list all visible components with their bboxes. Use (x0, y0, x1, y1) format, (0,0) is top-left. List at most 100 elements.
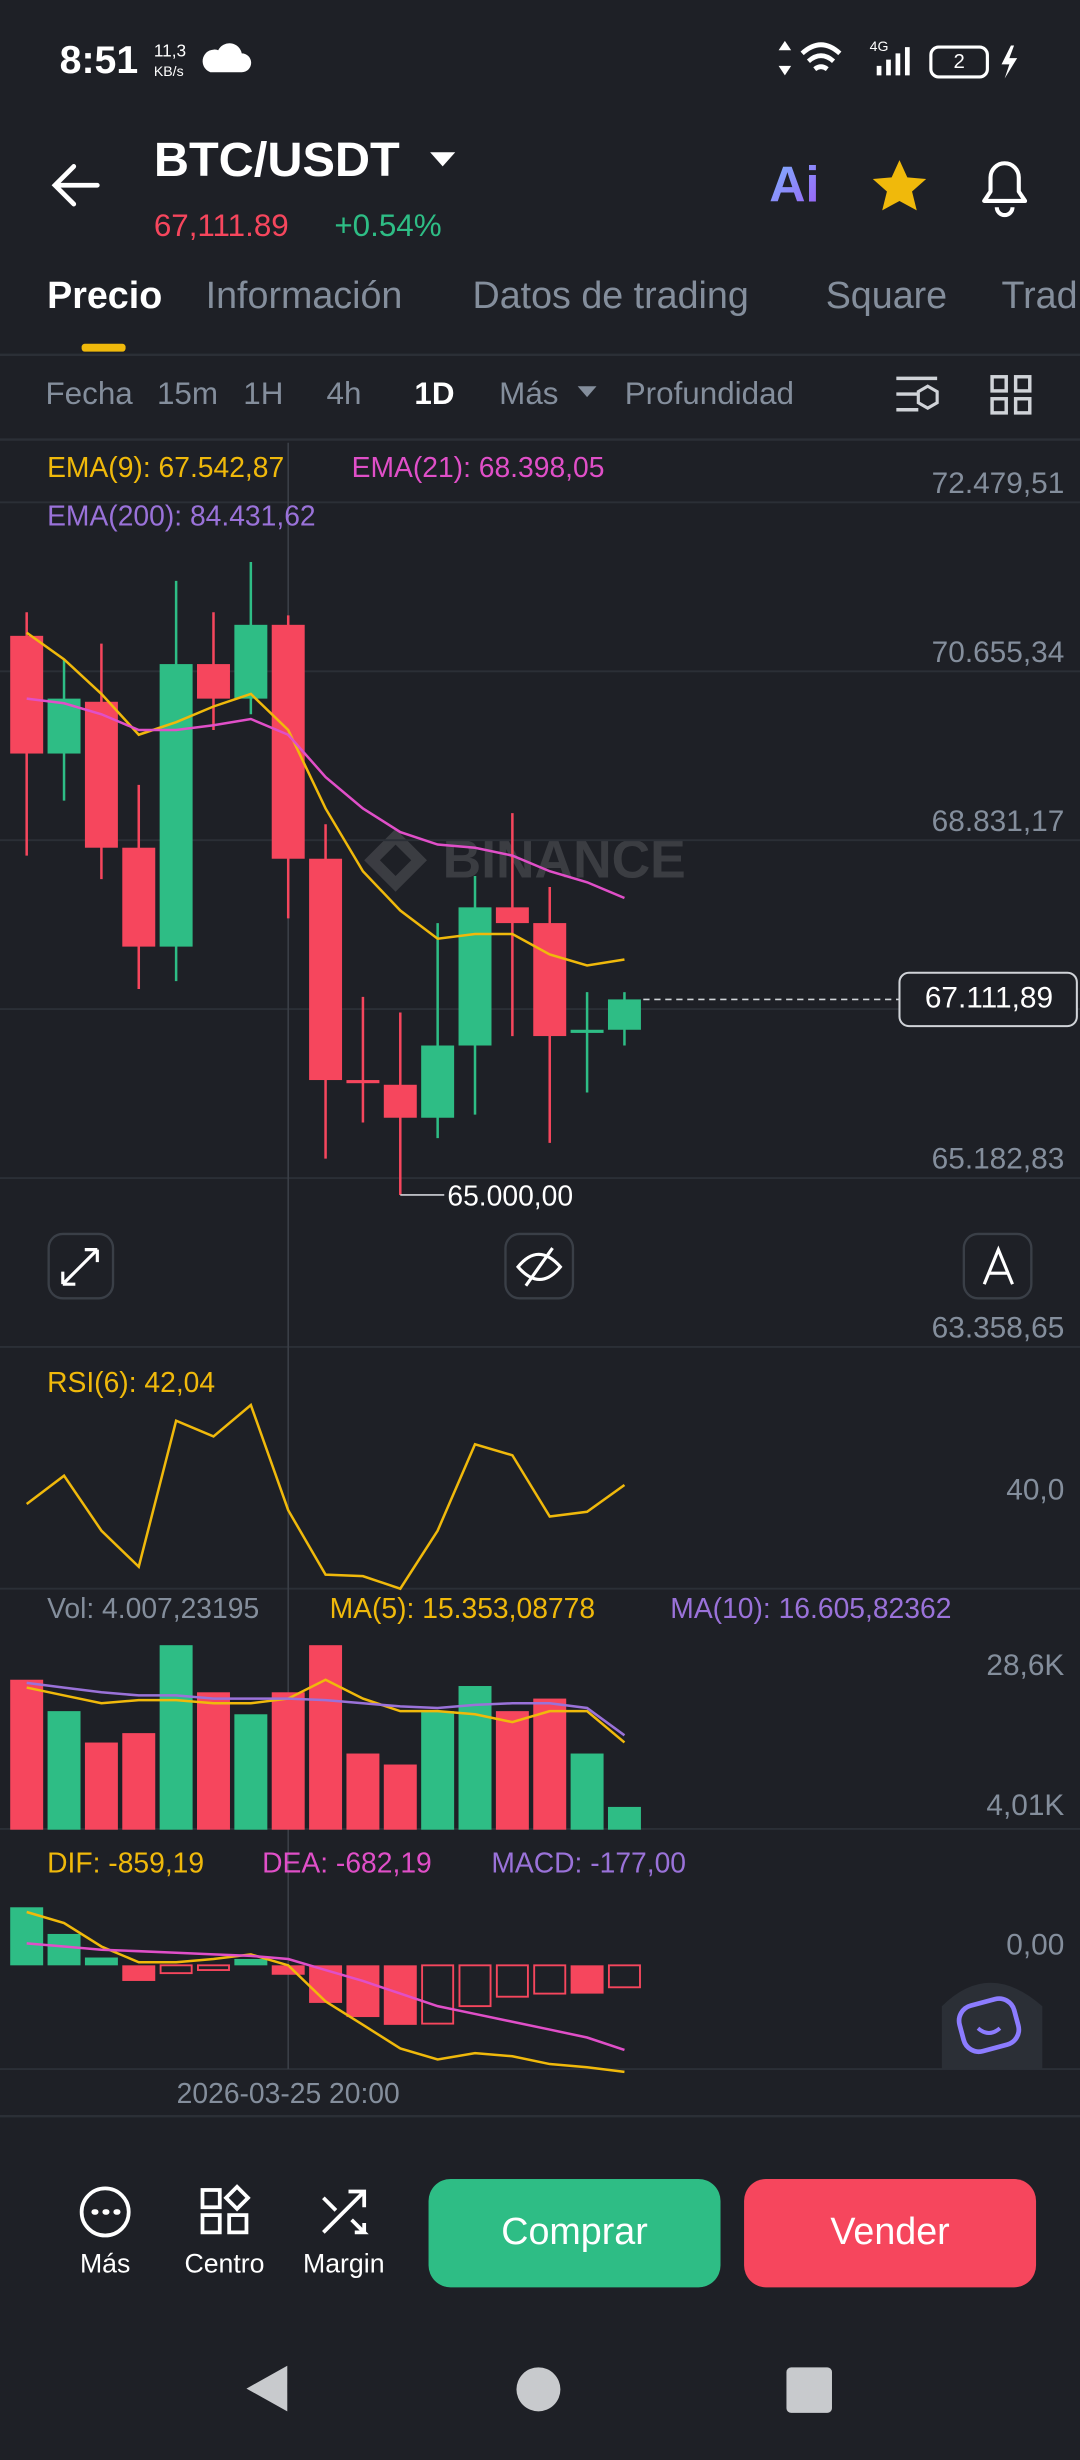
margin-label[interactable]: Margin (303, 2248, 385, 2278)
volume-bar (234, 1714, 268, 1830)
interval[interactable]: 4h (327, 376, 362, 411)
network-type: 4G (870, 38, 889, 54)
pair-dropdown[interactable] (430, 152, 456, 167)
center-label[interactable]: Centro (184, 2248, 264, 2278)
watermark-logo (364, 828, 427, 892)
macd-bar (495, 1964, 529, 1998)
alert-button[interactable] (982, 161, 1028, 218)
center-icon[interactable] (200, 2213, 222, 2235)
candle-body (495, 907, 529, 924)
sell-label[interactable]: Vender (830, 2210, 949, 2252)
button-frame[interactable] (47, 1232, 115, 1300)
nav-back[interactable] (246, 2365, 288, 2412)
buy-button-bg[interactable] (428, 2178, 721, 2288)
layout-icon[interactable] (990, 397, 1008, 415)
hide-button[interactable] (504, 1232, 575, 1300)
margin-action[interactable]: Margin (303, 2189, 385, 2279)
favorite-button[interactable] (872, 160, 927, 211)
fullscreen-icon[interactable] (61, 1248, 99, 1286)
auto-icon[interactable] (982, 1245, 1014, 1285)
tab[interactable]: Trad (1002, 274, 1078, 316)
tab[interactable]: Información (206, 274, 403, 316)
macd-bar (10, 1907, 44, 1966)
center-icon[interactable] (200, 2188, 222, 2210)
center-icon[interactable] (223, 2184, 251, 2212)
volume-bar (495, 1711, 529, 1830)
clock: 8:51 (60, 38, 139, 82)
sell-button[interactable]: Vender (744, 2178, 1037, 2288)
tab[interactable]: Datos de trading (473, 274, 749, 316)
center-action[interactable]: Centro (184, 2184, 265, 2279)
interval[interactable]: Más (499, 376, 558, 411)
ai-button[interactable]: Ai (769, 157, 819, 213)
net-speed: 11,3 (154, 40, 186, 60)
tab[interactable]: Square (826, 274, 947, 316)
current-price-label: 67.111,89 (925, 981, 1053, 1014)
fullscreen-button[interactable] (47, 1232, 115, 1300)
hide-icon[interactable] (515, 1247, 563, 1287)
buy-button[interactable]: Comprar (428, 2178, 721, 2288)
y-tick-label: 40,0 (1006, 1473, 1064, 1506)
interval[interactable]: Profundidad (625, 376, 794, 411)
volume-bar (10, 1679, 44, 1830)
volume-bar (271, 1692, 305, 1830)
nav-recents[interactable] (786, 2367, 832, 2413)
indicator-label: RSI(6): 42,04 (47, 1366, 215, 1398)
net-speed-unit: KB/s (154, 63, 184, 79)
center-icon[interactable] (227, 2213, 249, 2235)
interval[interactable]: 15m (157, 376, 218, 411)
button-frame[interactable] (962, 1232, 1033, 1300)
macd-bar (197, 1964, 230, 1971)
pair-title[interactable]: BTC/USDT (154, 133, 400, 187)
tab-indicator (81, 343, 126, 352)
cloud-icon (202, 43, 252, 73)
indicator-label: Vol: 4.007,23195 (47, 1592, 259, 1624)
candle-body (421, 1045, 455, 1118)
candle-body (570, 1029, 604, 1033)
interval[interactable]: Fecha (46, 376, 134, 411)
macd-bar (607, 1964, 641, 1989)
macd-bar (234, 1959, 268, 1966)
layout-icon[interactable] (990, 375, 1008, 393)
layout-icon[interactable] (1013, 397, 1032, 415)
y-tick-label: 28,6K (986, 1649, 1064, 1682)
indicator-line (25, 1402, 626, 1591)
sell-button-bg[interactable] (744, 2178, 1037, 2288)
volume-bar (309, 1645, 343, 1830)
indicator-line (26, 1942, 625, 2052)
interval[interactable]: 1H (243, 376, 283, 411)
more-dropdown[interactable] (577, 386, 597, 398)
interval[interactable]: 1D (414, 376, 454, 411)
back-button[interactable] (51, 164, 100, 207)
auto-scale-button[interactable] (962, 1232, 1033, 1300)
macd-bar (47, 1933, 81, 1966)
macd-bar (346, 1965, 380, 2018)
margin-icon[interactable] (322, 2189, 369, 2235)
layout-button[interactable] (990, 375, 1032, 415)
button-frame[interactable] (504, 1232, 575, 1300)
more-action[interactable]: Más (79, 2186, 131, 2278)
indicator-label: EMA(9): 67.542,87 (47, 451, 284, 483)
settings-icon[interactable] (916, 384, 939, 410)
assistant-icon[interactable] (956, 1995, 1023, 2055)
candle-body (271, 624, 305, 859)
volume-bar (383, 1764, 417, 1830)
indicator-line (26, 1678, 626, 1744)
tab[interactable]: Precio (47, 274, 162, 316)
settings-icon[interactable] (896, 376, 938, 412)
macd-bar (421, 1964, 455, 2025)
x-tick-label: 2026-03-25 20:00 (177, 2077, 400, 2109)
assistant-button[interactable] (941, 1982, 1043, 2070)
more-icon[interactable] (79, 2186, 131, 2238)
volume-bar (197, 1692, 230, 1830)
candle-body (234, 624, 268, 699)
layout-icon[interactable] (1013, 375, 1032, 393)
nav-home[interactable] (516, 2367, 561, 2412)
more-label[interactable]: Más (80, 2248, 130, 2278)
buy-label[interactable]: Comprar (501, 2210, 647, 2252)
chart-settings-button[interactable] (896, 376, 939, 412)
assistant-bg[interactable] (941, 1982, 1043, 2070)
candle-body (458, 907, 492, 1046)
assistant-icon[interactable] (976, 2026, 1002, 2035)
